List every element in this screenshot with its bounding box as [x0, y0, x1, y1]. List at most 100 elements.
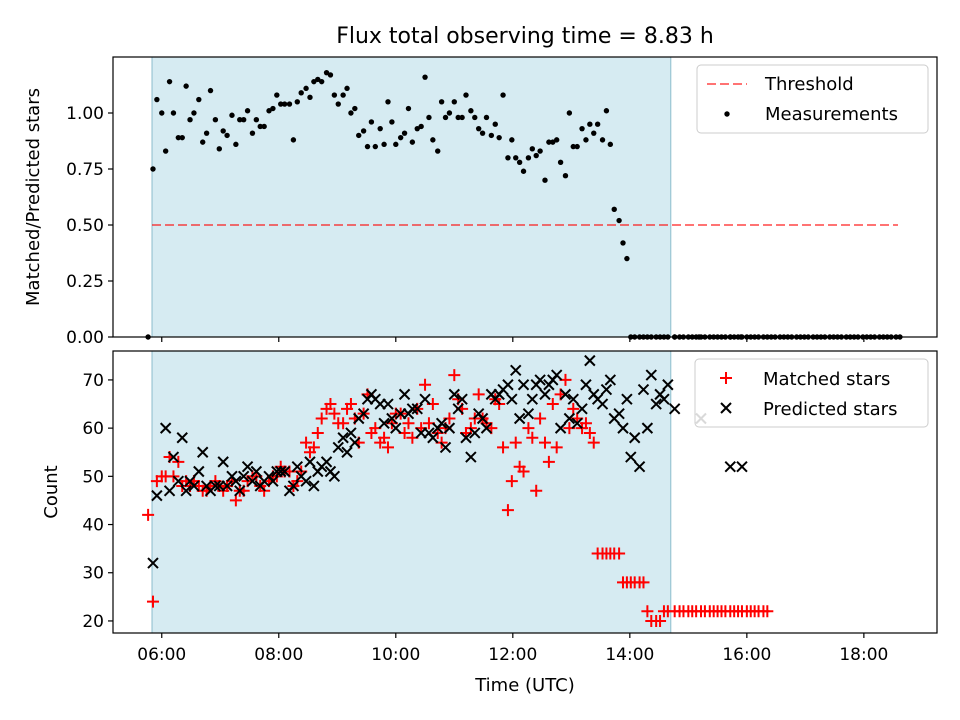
measurement-point: [505, 155, 511, 161]
matched-star-point: [315, 412, 328, 425]
measurement-point: [468, 108, 474, 114]
counts-y-tick-label: 70: [82, 371, 104, 391]
predicted-star-point: [308, 480, 320, 492]
counts-legend-box: [694, 358, 929, 428]
measurement-point: [233, 141, 239, 148]
measurement-point: [244, 108, 251, 114]
predicted-star-point: [621, 393, 633, 405]
counts-y-tick-label: 20: [82, 612, 104, 632]
measurement-point: [356, 132, 362, 139]
x-tick-label: 10:00: [371, 645, 420, 665]
matched-star-point: [761, 605, 774, 618]
predicted-star-point: [267, 475, 279, 487]
predicted-star-point: [167, 451, 180, 463]
predicted-star-point: [320, 456, 333, 468]
measurement-point: [286, 101, 293, 107]
measurement-point: [446, 110, 453, 116]
ratio-panel: 0.00 0.25 0.50 0.75 1.00 Matched/Predicted s…: [23, 56, 938, 348]
predicted-star-point: [456, 393, 468, 405]
predicted-star-point: [221, 480, 233, 492]
measurement-point: [488, 132, 495, 139]
measurement-point: [483, 114, 490, 121]
ratio-y-axis-label: Matched/Predicted stars: [23, 88, 44, 306]
counts-y-ticks: 20 30 40 50 60 70: [82, 371, 113, 632]
predicted-star-point: [357, 407, 370, 420]
legend-threshold-label: Threshold: [764, 74, 854, 95]
measurement-point: [430, 137, 436, 143]
matched-star-point: [579, 417, 592, 430]
predicted-star-point: [506, 393, 518, 405]
legend-predicted-swatch: [720, 402, 732, 414]
predicted-star-point: [600, 383, 613, 396]
measurement-point: [216, 146, 222, 152]
measurement-point: [352, 105, 358, 112]
predicted-star-point: [398, 388, 411, 401]
matched-star-point: [587, 436, 600, 449]
matched-star-point: [300, 436, 313, 449]
predicted-star-point: [439, 441, 452, 454]
legend-matched-label: Matched stars: [763, 369, 890, 390]
predicted-star-point: [658, 393, 670, 405]
ratio-legend: Threshold Measurements: [696, 64, 929, 134]
measurement-point: [529, 146, 536, 152]
predicted-star-point: [197, 446, 209, 458]
ratio-marks: [145, 69, 903, 340]
predicted-star-point: [349, 436, 361, 449]
measurement-point: [438, 99, 445, 105]
predicted-star-point: [539, 388, 551, 401]
measurement-point: [385, 99, 391, 105]
counts-y-tick-label: 50: [82, 467, 104, 487]
predicted-star-point: [180, 485, 192, 497]
measurement-point: [533, 152, 539, 159]
measurement-point: [318, 78, 325, 85]
measurement-point: [414, 125, 420, 132]
matched-star-point: [324, 398, 337, 411]
counts-y-tick-label: 60: [82, 419, 104, 439]
predicted-star-point: [617, 422, 629, 434]
predicted-star-point: [554, 422, 567, 434]
matched-star-point: [509, 436, 522, 449]
measurement-point: [298, 90, 304, 96]
measurement-point: [364, 143, 371, 150]
measurement-point: [570, 143, 576, 150]
measurement-point: [240, 117, 247, 123]
predicted-star-point: [510, 364, 522, 376]
measurement-point: [162, 148, 169, 154]
predicted-star-point: [613, 407, 625, 420]
measurement-point: [253, 117, 260, 123]
matched-star-point: [419, 378, 432, 391]
measurement-point: [546, 139, 552, 145]
measurement-point: [207, 87, 214, 94]
measurement-point: [307, 94, 313, 101]
measurement-point: [372, 143, 379, 150]
matched-star-point: [497, 441, 510, 454]
measurement-point: [237, 117, 243, 123]
counts-panel: 20 30 40 50 60 70 06:00 08:00 10:00 12:00 14:00 16…: [41, 351, 938, 665]
measurement-point: [401, 130, 408, 136]
measurement-point: [261, 123, 267, 130]
matched-star-point: [542, 455, 555, 468]
legend-measurements-label: Measurements: [765, 104, 898, 125]
measurement-point: [463, 92, 469, 98]
ratio-shaded-span: [151, 56, 672, 338]
predicted-star-point: [662, 379, 674, 391]
measurement-point: [203, 130, 210, 136]
predicted-star-point: [147, 557, 159, 569]
measurement-point: [220, 128, 226, 134]
predicted-star-point: [163, 485, 176, 497]
predicted-star-point: [526, 393, 539, 405]
matched-star-point: [530, 484, 543, 497]
measurement-point: [435, 148, 441, 154]
predicted-star-point: [637, 383, 650, 396]
predicted-star-point: [625, 451, 637, 463]
measurement-point: [327, 72, 334, 78]
measurement-point: [607, 141, 614, 148]
predicted-star-point: [596, 398, 609, 410]
measurement-point: [513, 155, 519, 161]
predicted-star-point: [443, 422, 456, 434]
predicted-star-point: [406, 403, 419, 415]
counts-marks: [142, 356, 774, 627]
measurement-point: [281, 101, 288, 107]
predicted-star-point: [448, 388, 461, 401]
